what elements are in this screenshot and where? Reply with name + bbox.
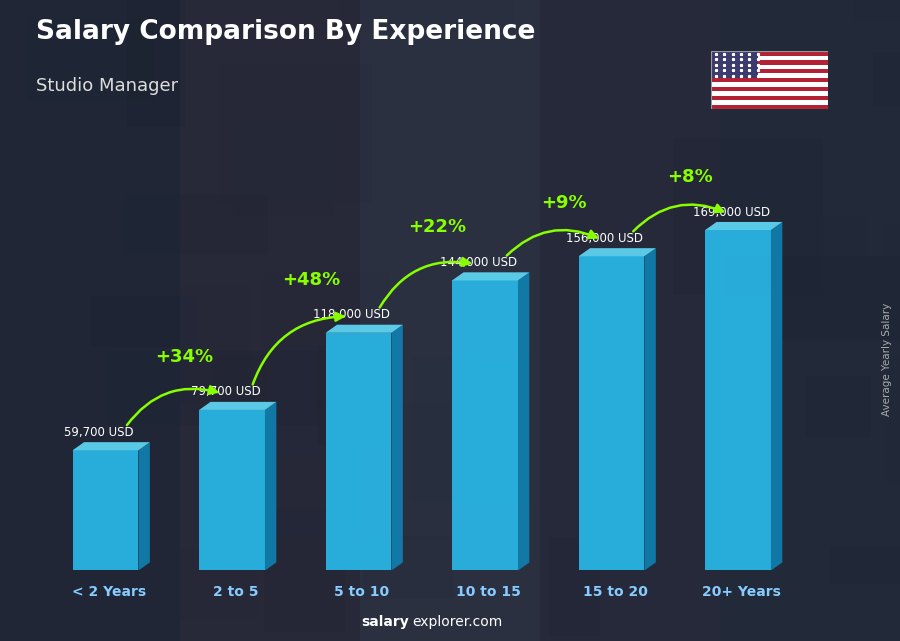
Text: explorer.com: explorer.com [412, 615, 502, 629]
Bar [711, 82, 828, 87]
FancyArrowPatch shape [127, 387, 217, 425]
Bar [711, 74, 828, 78]
Polygon shape [73, 450, 139, 570]
Text: 144,000 USD: 144,000 USD [440, 256, 517, 269]
Polygon shape [392, 325, 403, 570]
Text: 2 to 5: 2 to 5 [212, 585, 258, 599]
Text: 169,000 USD: 169,000 USD [693, 206, 770, 219]
Polygon shape [518, 272, 529, 570]
Text: Studio Manager: Studio Manager [36, 77, 178, 95]
Bar [711, 91, 828, 96]
Text: +9%: +9% [541, 194, 587, 212]
Bar [711, 78, 828, 82]
Bar [711, 60, 828, 65]
FancyArrowPatch shape [380, 258, 470, 308]
Polygon shape [73, 442, 149, 450]
Text: 59,700 USD: 59,700 USD [64, 426, 134, 439]
Bar [711, 65, 828, 69]
FancyArrowPatch shape [507, 230, 597, 256]
Polygon shape [706, 222, 782, 230]
Polygon shape [326, 325, 403, 333]
Bar [711, 56, 828, 60]
Polygon shape [326, 333, 392, 570]
Text: +34%: +34% [156, 348, 213, 366]
Polygon shape [579, 256, 644, 570]
Text: 118,000 USD: 118,000 USD [313, 308, 391, 321]
Polygon shape [579, 248, 656, 256]
Text: 10 to 15: 10 to 15 [456, 585, 521, 599]
Bar [711, 69, 828, 74]
Text: +8%: +8% [668, 168, 714, 186]
Text: +48%: +48% [282, 271, 340, 288]
Bar [711, 96, 828, 100]
Text: salary: salary [362, 615, 410, 629]
FancyArrowPatch shape [253, 313, 343, 385]
Polygon shape [706, 230, 771, 570]
Text: 15 to 20: 15 to 20 [582, 585, 647, 599]
Text: < 2 Years: < 2 Years [72, 585, 146, 599]
Text: 20+ Years: 20+ Years [702, 585, 781, 599]
Polygon shape [265, 402, 276, 570]
Polygon shape [452, 272, 529, 280]
Polygon shape [644, 248, 656, 570]
Text: +22%: +22% [409, 219, 466, 237]
Text: 5 to 10: 5 to 10 [335, 585, 390, 599]
Polygon shape [199, 402, 276, 410]
Text: Average Yearly Salary: Average Yearly Salary [881, 303, 892, 415]
Polygon shape [452, 280, 518, 570]
Text: Salary Comparison By Experience: Salary Comparison By Experience [36, 19, 536, 46]
Bar [711, 51, 828, 56]
Bar [711, 87, 828, 91]
Polygon shape [139, 442, 149, 570]
Bar [711, 104, 828, 109]
Polygon shape [771, 222, 782, 570]
FancyArrowPatch shape [634, 204, 723, 231]
Text: 156,000 USD: 156,000 USD [566, 232, 644, 245]
Text: 79,700 USD: 79,700 USD [191, 385, 260, 399]
Bar [711, 100, 828, 104]
Bar [711, 51, 758, 78]
Polygon shape [199, 410, 265, 570]
